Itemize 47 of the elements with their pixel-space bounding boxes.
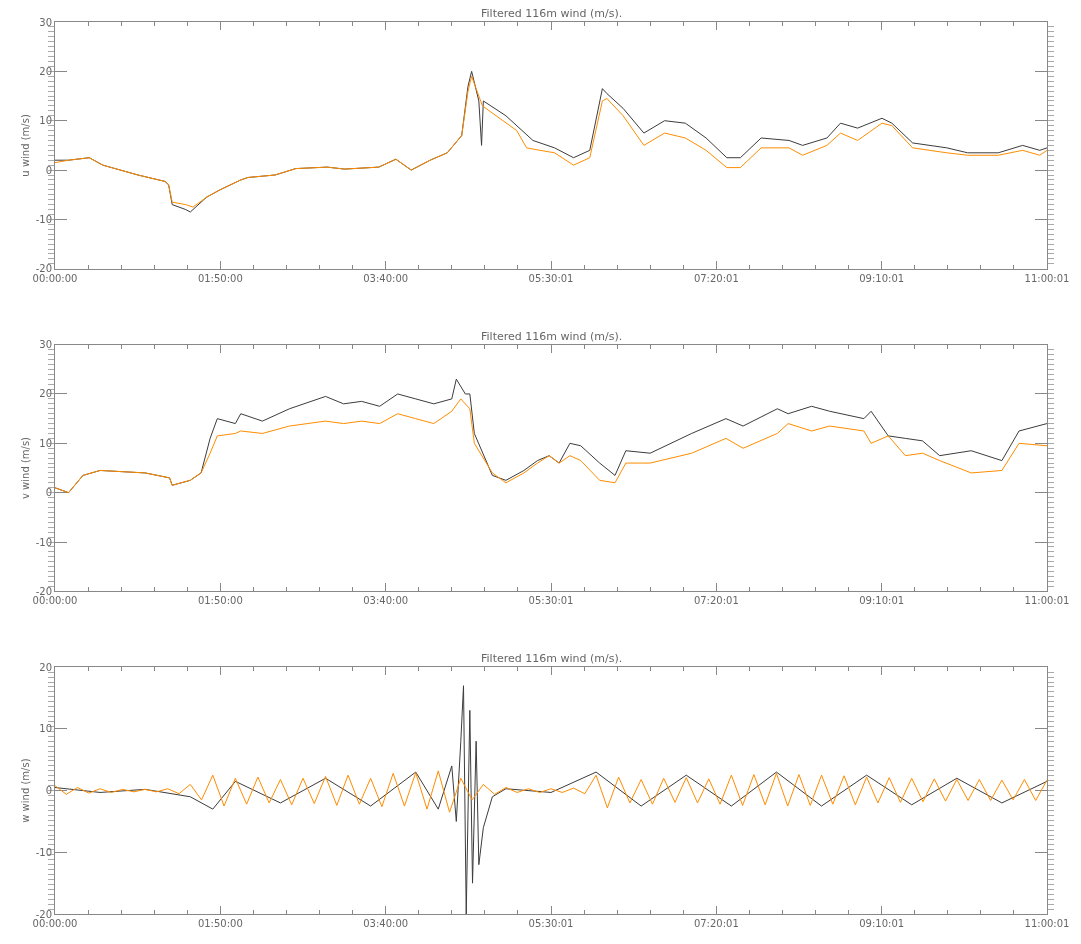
y-tick-label: 0 (45, 487, 52, 499)
y-axis-title: v wind (m/s) (19, 436, 31, 500)
x-tick-label: 03:40:00 (363, 918, 409, 929)
x-tick-label: 05:30:01 (528, 595, 574, 607)
x-tick-label: 00:00:00 (32, 272, 78, 284)
y-tick-label: 0 (45, 785, 52, 797)
chart-title: Filtered 116m wind (m/s). (481, 652, 623, 665)
y-tick-label: -20 (35, 585, 52, 597)
y-tick-label: 10 (39, 115, 52, 127)
y-tick-label: 0 (45, 164, 52, 176)
y-axis-title: w wind (m/s) (19, 758, 31, 823)
x-tick-label: 09:10:01 (859, 595, 905, 607)
x-tick-label: 03:40:00 (363, 272, 409, 284)
y-tick-label: 30 (39, 16, 52, 28)
x-tick-label: 07:20:01 (693, 272, 739, 284)
y-tick-label: 30 (39, 339, 52, 351)
x-tick-label: 00:00:00 (32, 918, 78, 929)
x-tick-label: 00:00:00 (32, 595, 78, 607)
line-series (55, 770, 1047, 813)
x-tick-label: 05:30:01 (528, 272, 574, 284)
line-series (55, 398, 1047, 494)
y-tick-label: -10 (35, 846, 52, 858)
line-series (55, 685, 1047, 914)
y-tick-label: -10 (35, 213, 52, 225)
y-tick-label: -20 (35, 263, 52, 275)
x-tick-label: 07:20:01 (693, 918, 739, 929)
x-tick-label: 11:00:01 (1024, 918, 1070, 929)
x-tick-label: 11:00:01 (1024, 595, 1070, 607)
y-tick-label: -10 (35, 536, 52, 548)
y-tick-label: 20 (39, 388, 52, 400)
x-tick-label: 01:50:00 (197, 918, 243, 929)
x-tick-label: 03:40:00 (363, 595, 409, 607)
x-tick-label: 05:30:01 (528, 918, 574, 929)
x-tick-label: 01:50:00 (197, 272, 243, 284)
y-tick-label: -20 (35, 908, 52, 920)
chart-title: Filtered 116m wind (m/s). (481, 7, 623, 20)
y-tick-label: 10 (39, 437, 52, 449)
x-tick-label: 09:10:01 (859, 918, 905, 929)
y-axis-title: u wind (m/s) (19, 114, 31, 177)
x-tick-label: 07:20:01 (693, 595, 739, 607)
x-tick-label: 11:00:01 (1024, 272, 1070, 284)
x-tick-label: 01:50:00 (197, 595, 243, 607)
y-tick-label: 20 (39, 661, 52, 673)
x-tick-label: 09:10:01 (859, 272, 905, 284)
y-tick-label: 20 (39, 65, 52, 77)
chart-title: Filtered 116m wind (m/s). (481, 330, 623, 343)
y-tick-label: 10 (39, 723, 52, 735)
